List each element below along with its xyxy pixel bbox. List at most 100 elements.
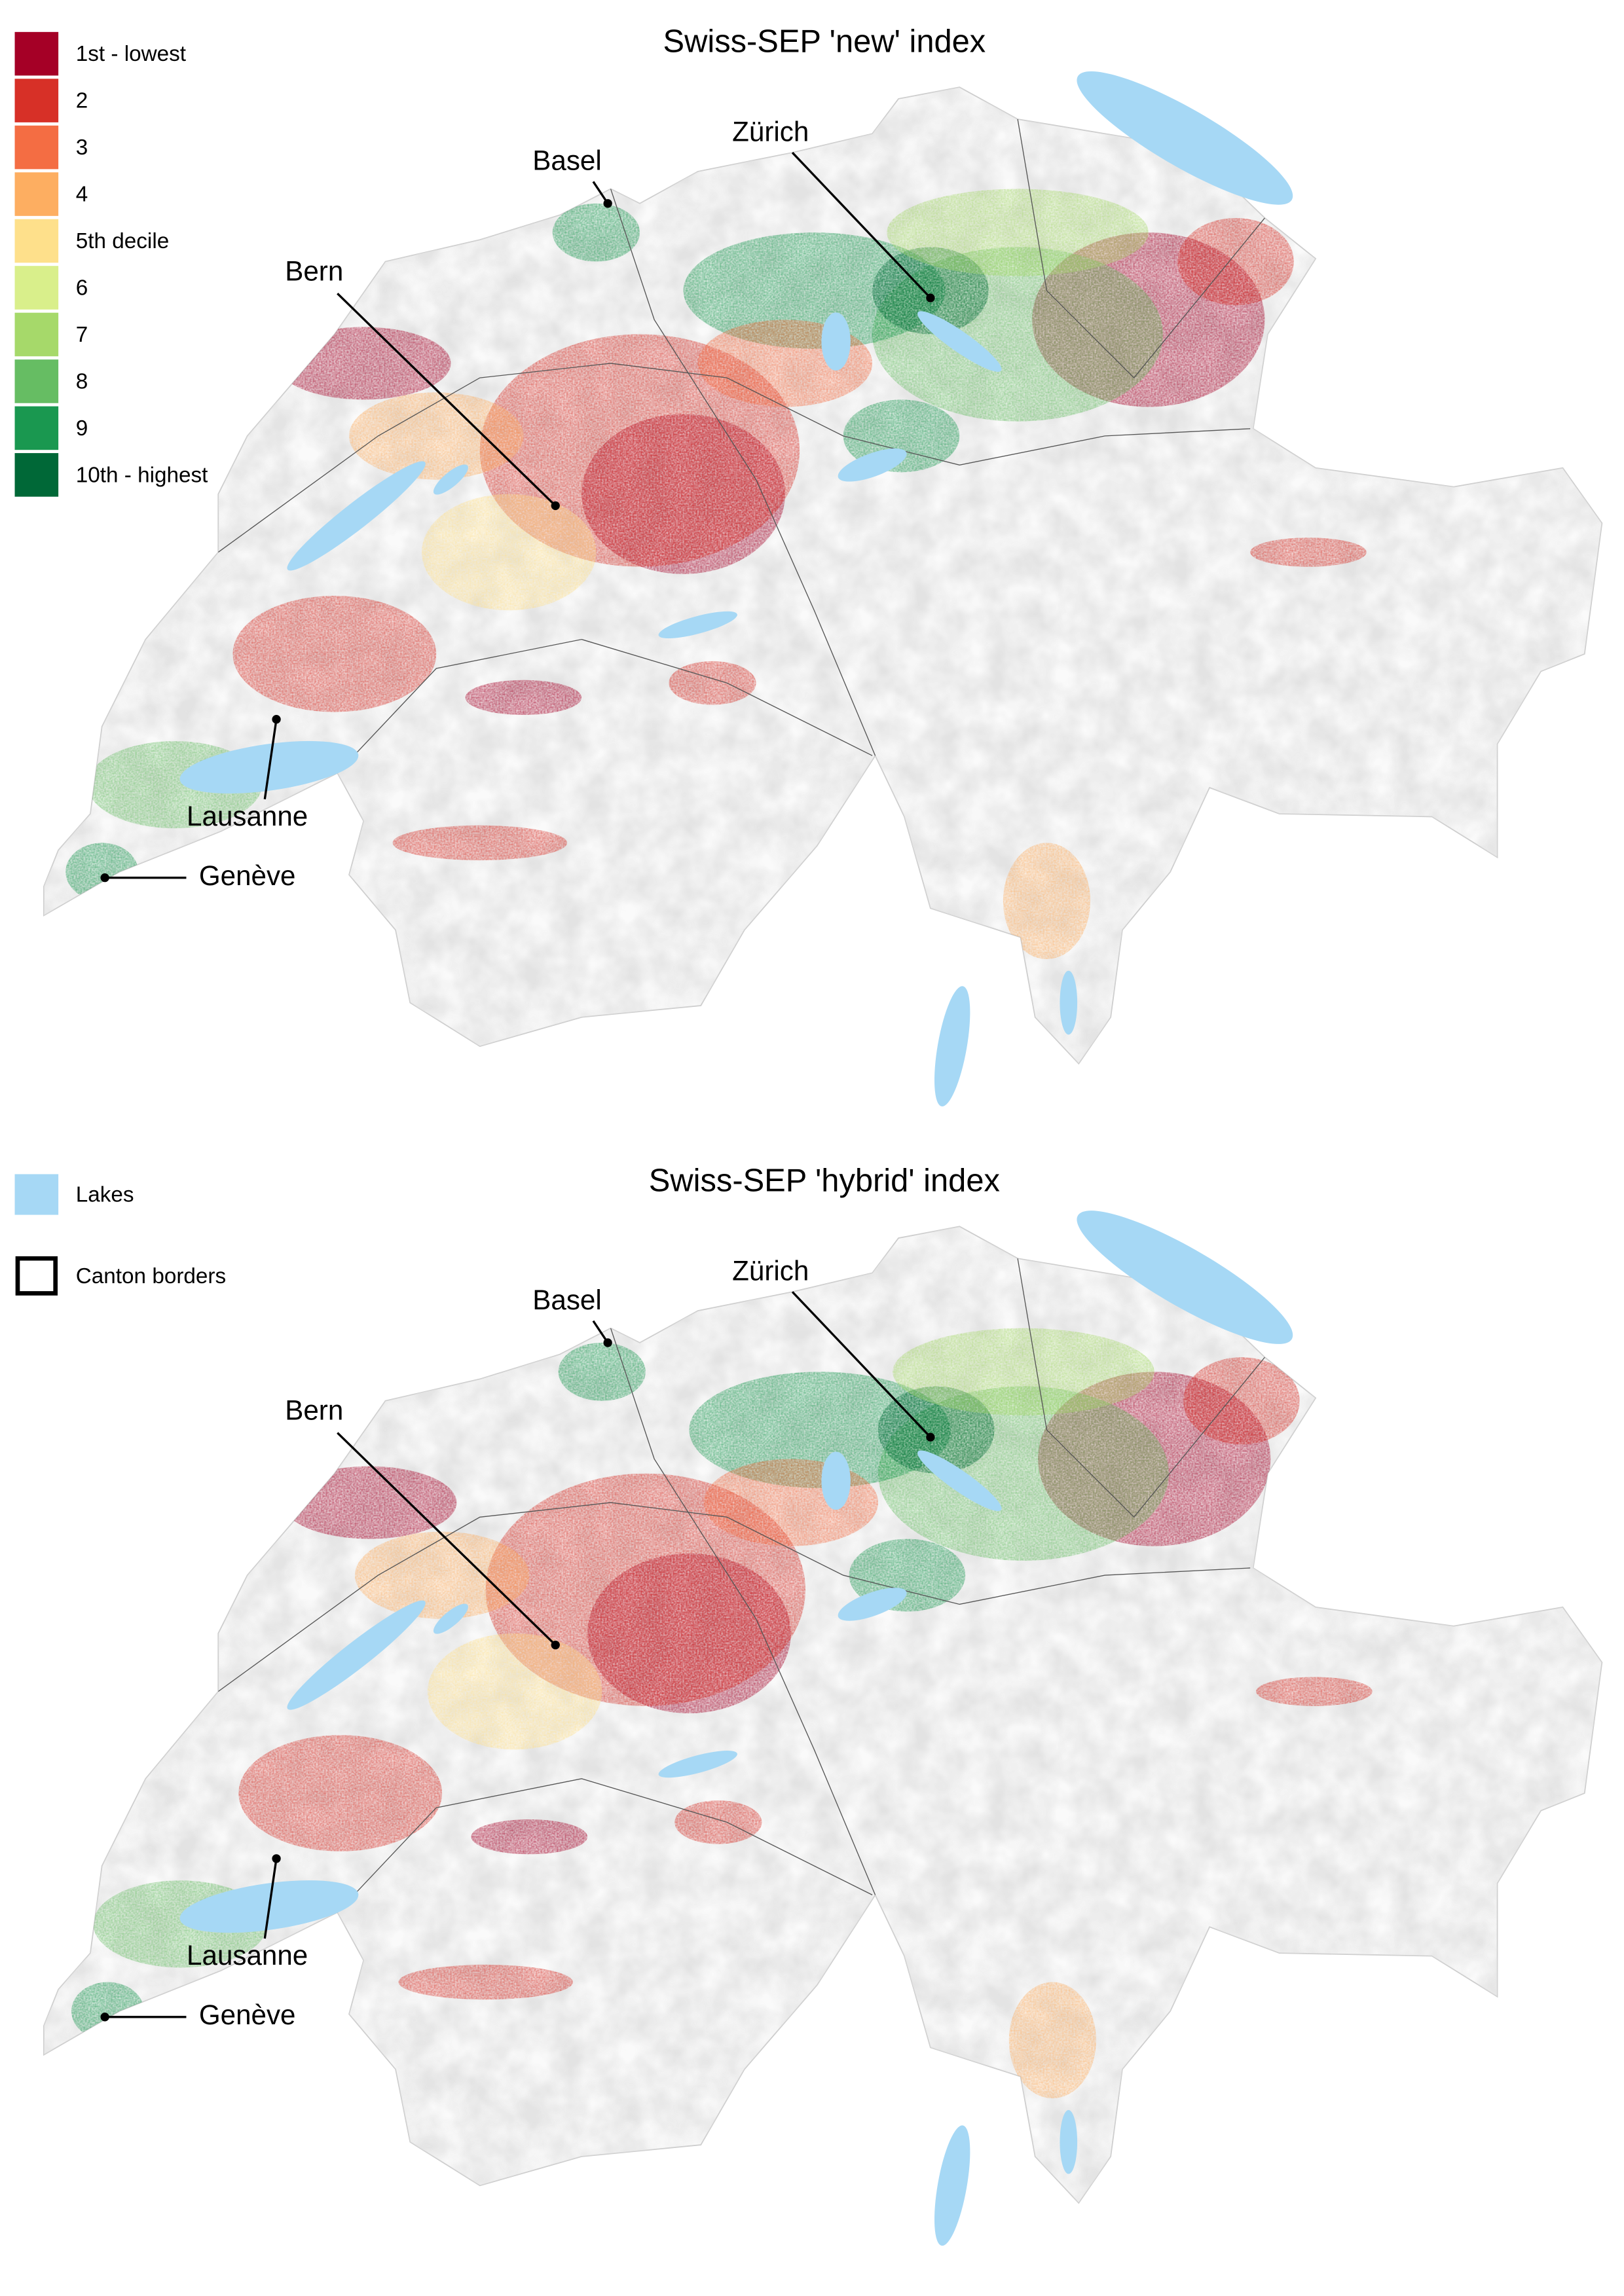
relief [43,87,1602,1064]
legend-swatch [14,1174,59,1215]
legend-label: 4 [76,183,88,207]
legend-swatch [15,1256,58,1296]
canton-border [337,638,873,774]
lake [433,464,468,495]
sep-area [1250,538,1367,567]
legend-swatch [14,359,59,403]
map-fill [43,87,1602,1064]
city-label: Basel [532,1285,601,1315]
lake [917,1450,1002,1512]
lake [1060,2109,1078,2174]
sep-area [465,680,582,716]
canton-border [217,363,1251,553]
sep-area [65,843,139,902]
lake [433,1603,468,1634]
legend-swatch [14,31,59,76]
sep-area [392,825,567,861]
leader-line [592,1320,609,1343]
legend-swatch [14,125,59,170]
legend-label: 9 [76,416,88,441]
city-label: Genève [199,1999,296,2030]
city-dot [551,501,560,511]
lake [1077,71,1293,205]
lake [658,611,737,639]
city-dot [100,2013,109,2022]
maps: Swiss-SEP 'new' index Basel Zürich Bern Laus… [43,24,1603,2246]
city-dot [603,1338,612,1347]
canton-border [1017,1258,1265,1518]
canton-border [1017,118,1265,379]
sep-area [354,1531,530,1619]
sep-area [422,494,597,611]
legend-label: 5th decile [76,229,169,253]
leader-line [337,1432,557,1646]
leader-line [592,181,609,204]
legend-label: 7 [76,323,88,347]
map-panel: Swiss-SEP 'hybrid' index Basel Zürich Bern L… [43,1163,1603,2246]
city-label: Genève [199,860,296,891]
city-dot [926,1432,935,1442]
lake [658,1751,737,1778]
city-dot [100,873,109,883]
legend-label: 1st - lowest [76,42,186,66]
city-dot [926,293,935,302]
city-label: Zürich [732,116,809,147]
city-dot [551,1640,560,1650]
legend-label: 2 [76,89,88,113]
sep-area [232,596,437,712]
legend-swatch [14,219,59,263]
sep-area [398,1964,573,2000]
legend: 1st - lowest 2 3 4 5th decile 6 7 8 9 10th - high… [14,31,226,1296]
legend-label: 3 [76,136,88,160]
legend-label: Canton borders [76,1264,226,1288]
legend-swatch [14,172,59,216]
sep-area [683,232,946,349]
city-label: Bern [285,1395,343,1426]
leader-line [791,151,932,299]
sep-area [703,1459,878,1546]
canton-border [337,1778,873,1913]
sep-area [893,1328,1154,1415]
leader-line [337,293,557,507]
map-fill [43,1226,1602,2203]
sep-area [238,1735,443,1851]
lake [934,986,970,1107]
city-label: Bern [285,255,343,286]
lake [917,311,1002,372]
leader-line [791,1291,932,1438]
lake [1077,1211,1293,1344]
lake [838,1588,907,1621]
sep-area [1003,843,1091,959]
map-title: Swiss-SEP 'hybrid' index [649,1163,1000,1199]
city-label: Lausanne [187,1940,308,1971]
sep-area [282,1466,457,1539]
sep-area [349,392,524,480]
canton-border [610,1328,876,1895]
sep-area [1177,217,1294,306]
legend-swatch [14,406,59,450]
canton-border [610,189,876,756]
sep-area [276,327,451,400]
city-label: Zürich [732,1256,809,1286]
lake [1060,970,1078,1035]
sep-area [1183,1357,1300,1445]
legend-label: 8 [76,369,88,393]
lake [838,448,907,482]
sep-area [1256,1677,1373,1706]
legend-label: Lakes [76,1183,134,1207]
leader-line [263,719,278,800]
lake [934,2125,970,2246]
sep-area [674,1800,762,1844]
sep-area [669,661,756,705]
legend-swatch [14,453,59,497]
lake [287,461,426,571]
map-panel: Swiss-SEP 'new' index Basel Zürich Bern Laus… [43,24,1603,1107]
canton-border [217,1502,1251,1692]
legend-swatch [14,266,59,310]
lake [821,312,851,371]
city-label: Lausanne [187,801,308,831]
sep-area [689,1372,951,1488]
leader-line [263,1858,278,1939]
legend-swatch [14,79,59,122]
